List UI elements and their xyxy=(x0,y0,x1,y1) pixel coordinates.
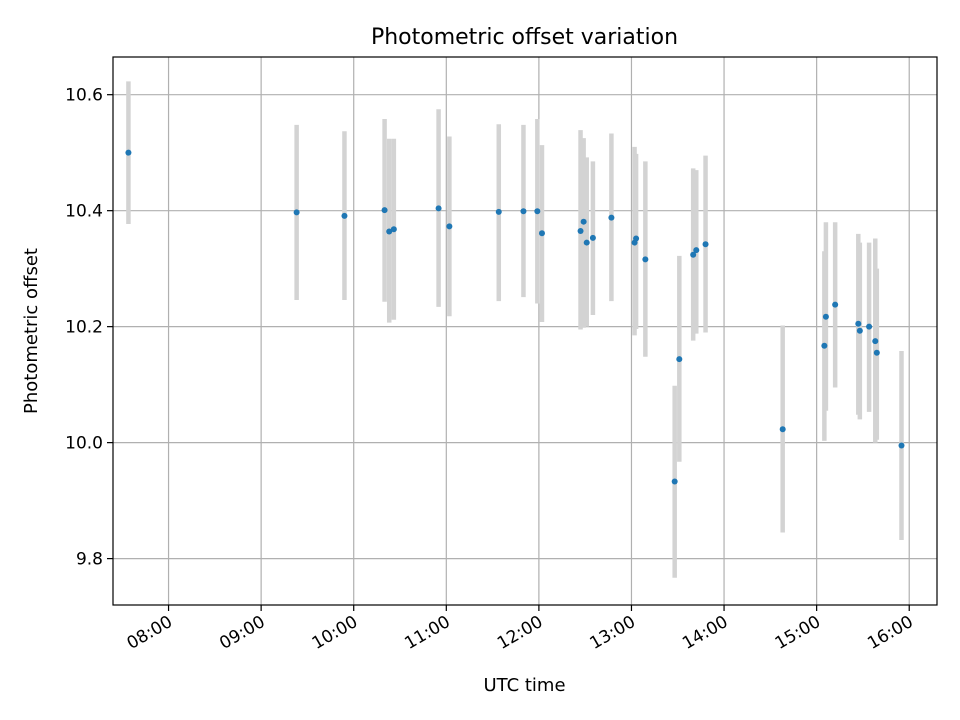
data-point xyxy=(580,218,587,225)
y-axis-ticks: 9.8 10.0 10.2 10.4 10.6 xyxy=(65,86,113,570)
data-point xyxy=(855,320,862,327)
data-point xyxy=(690,251,697,258)
data-point xyxy=(390,226,397,233)
data-point xyxy=(446,223,453,230)
y-tick-label: 10.0 xyxy=(65,434,103,454)
data-point xyxy=(608,214,615,221)
data-point xyxy=(534,208,541,215)
data-point xyxy=(577,227,584,234)
data-points xyxy=(125,149,905,485)
data-point xyxy=(520,208,527,215)
plot-frame xyxy=(112,56,938,606)
x-tick-label: 14:00 xyxy=(679,612,731,654)
y-tick-label: 10.2 xyxy=(65,318,103,338)
data-point xyxy=(702,241,709,248)
data-point xyxy=(866,323,873,330)
data-point xyxy=(583,239,590,246)
error-bars xyxy=(126,81,904,578)
data-point xyxy=(341,212,348,219)
x-tick-label: 09:00 xyxy=(216,612,268,654)
data-point xyxy=(693,247,700,254)
data-point xyxy=(779,426,786,433)
x-tick-label: 10:00 xyxy=(309,612,361,654)
data-point xyxy=(822,313,829,320)
x-tick-label: 15:00 xyxy=(772,612,824,654)
x-tick-label: 08:00 xyxy=(124,612,176,654)
data-point xyxy=(898,442,905,449)
data-point xyxy=(832,301,839,308)
x-axis-label: UTC time xyxy=(483,675,565,696)
x-tick-label: 16:00 xyxy=(864,612,916,654)
data-point xyxy=(293,209,300,216)
x-tick-label: 12:00 xyxy=(494,612,546,654)
data-point xyxy=(381,207,388,214)
data-point xyxy=(676,356,683,363)
data-point xyxy=(633,235,640,242)
y-tick-label: 10.6 xyxy=(65,86,103,106)
chart-title: Photometric offset variation xyxy=(371,25,678,50)
data-point xyxy=(642,256,649,263)
y-tick-label: 10.4 xyxy=(65,202,103,222)
y-tick-label: 9.8 xyxy=(76,550,103,570)
data-point xyxy=(671,478,678,485)
x-tick-label: 11:00 xyxy=(401,612,453,654)
data-point xyxy=(435,205,442,212)
data-point xyxy=(589,234,596,241)
data-point xyxy=(125,149,132,156)
data-point xyxy=(538,230,545,237)
data-point xyxy=(386,228,393,235)
x-axis-ticks: 08:00 09:00 10:00 11:00 12:00 13:00 14:00 15:00… xyxy=(124,605,917,654)
data-point xyxy=(872,338,879,345)
data-point xyxy=(856,327,863,334)
x-tick-label: 13:00 xyxy=(587,612,639,654)
y-axis-label: Photometric offset xyxy=(21,248,42,414)
data-point xyxy=(873,349,880,356)
data-point xyxy=(821,342,828,349)
data-point xyxy=(495,208,502,215)
